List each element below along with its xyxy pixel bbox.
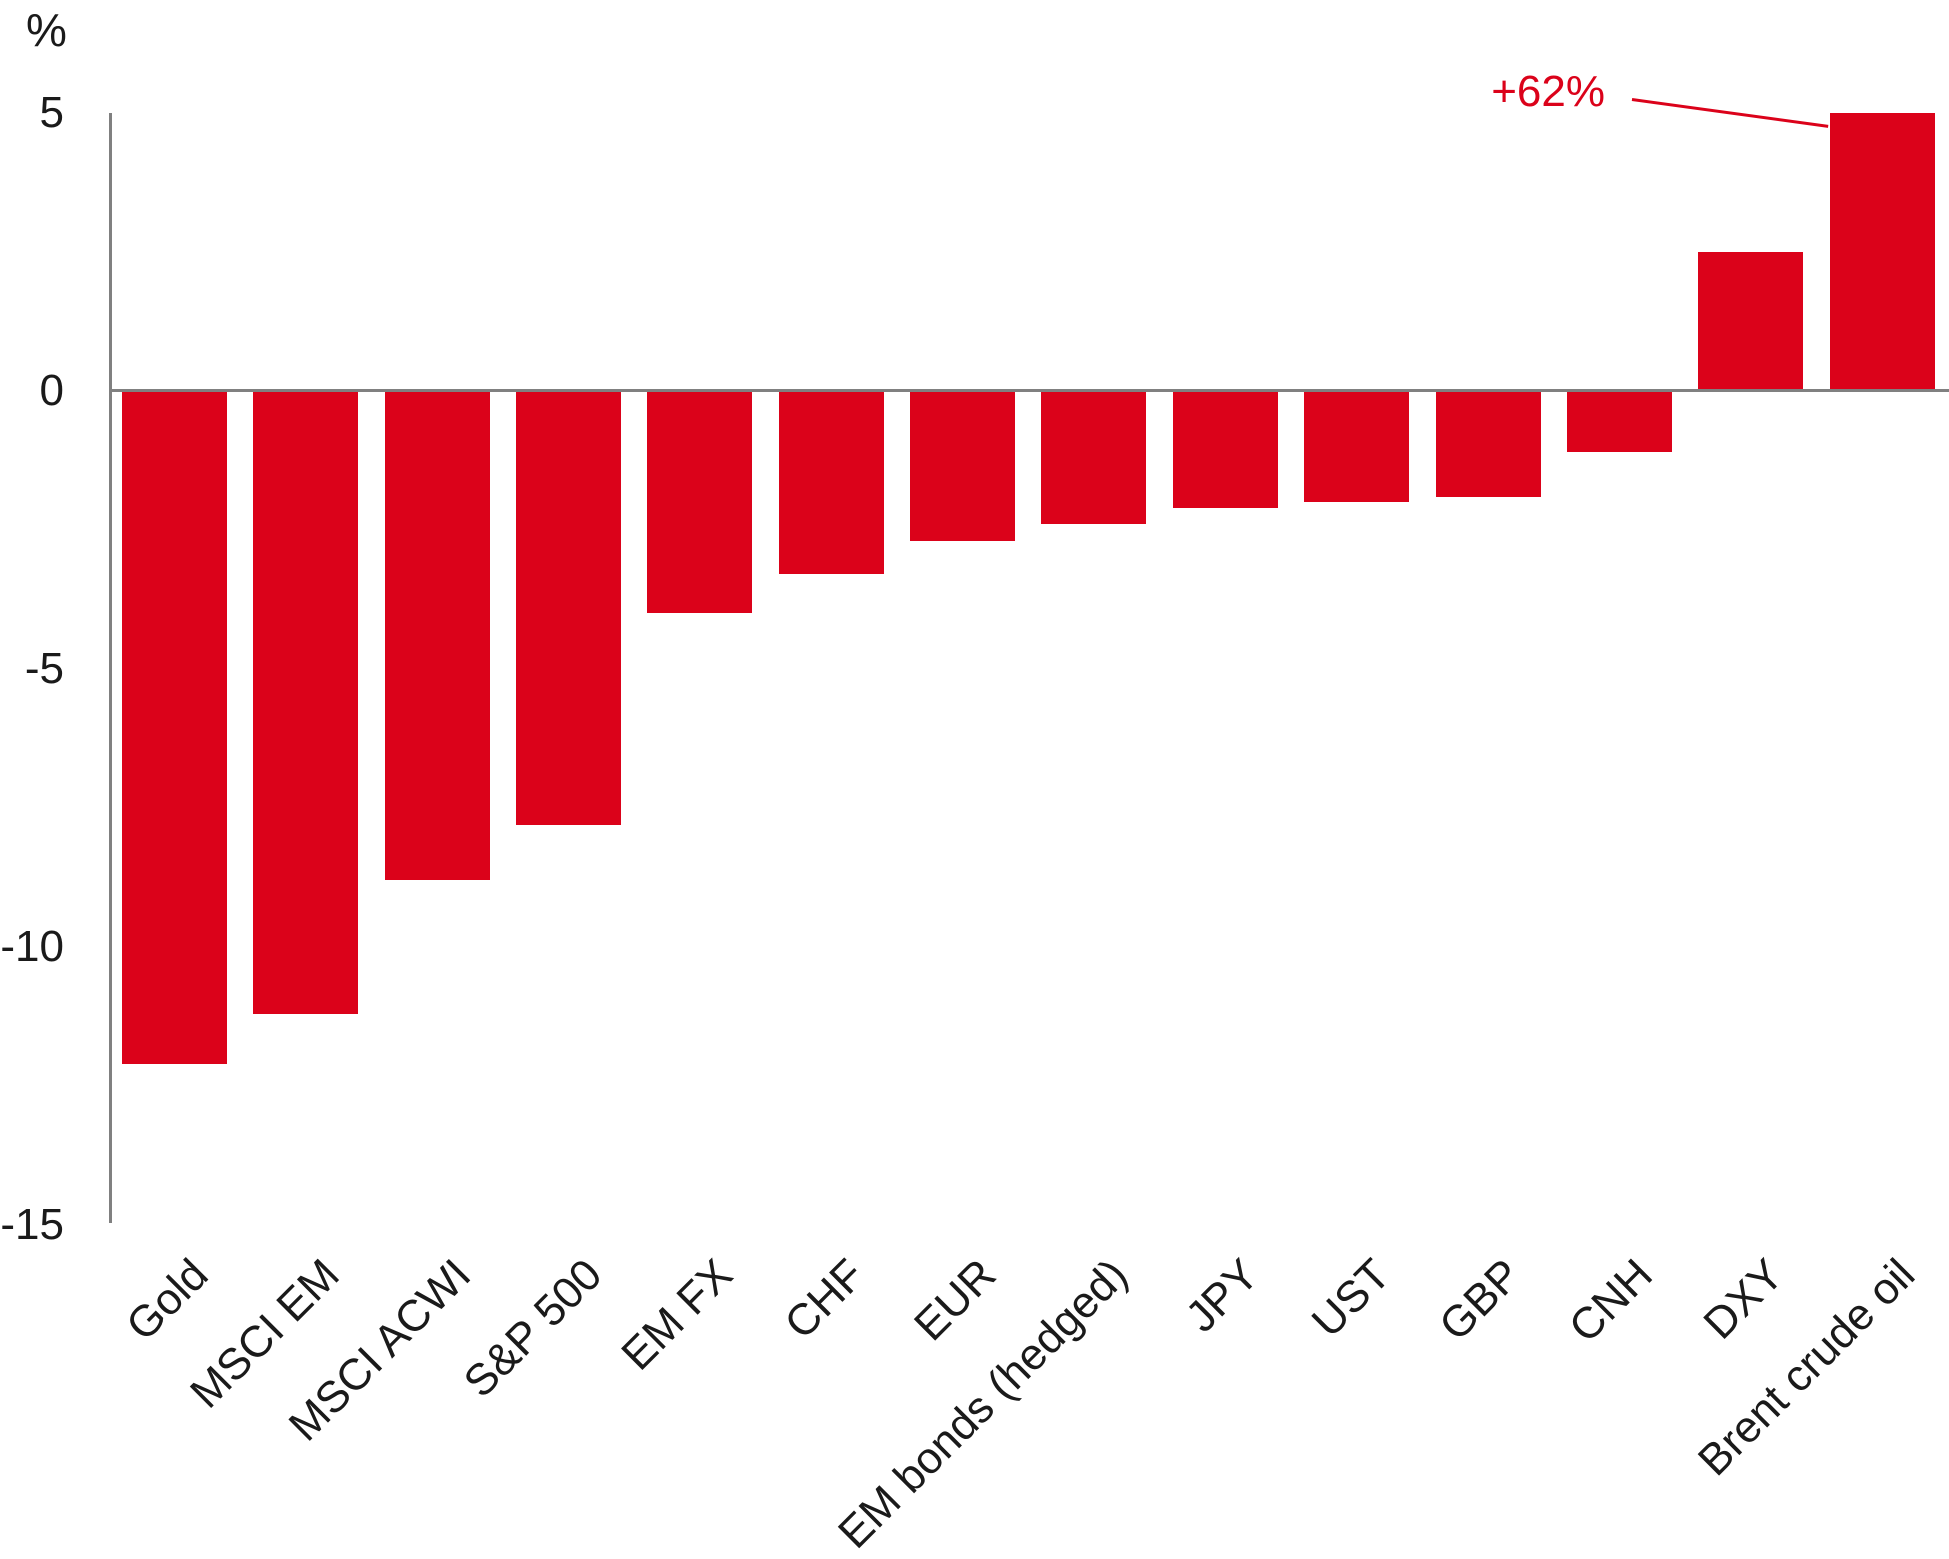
y-tick-label--5: -5 bbox=[24, 644, 64, 693]
bar-msci-acwi bbox=[384, 391, 490, 881]
y-tick-label-0: 0 bbox=[39, 366, 64, 415]
bar-brent-crude-oil bbox=[1829, 113, 1935, 391]
bar-eur bbox=[910, 391, 1016, 542]
y-axis-unit-label: % bbox=[26, 4, 67, 56]
x-label-chf: CHF bbox=[775, 1249, 874, 1349]
bar-cnh bbox=[1566, 391, 1672, 453]
annotation-leader-line bbox=[1631, 98, 1829, 128]
clipped-bar-value-annotation: +62% bbox=[1491, 67, 1605, 116]
bar-jpy bbox=[1172, 391, 1278, 508]
y-tick-label--15: -15 bbox=[0, 1200, 64, 1249]
x-label-jpy: JPY bbox=[1176, 1249, 1268, 1342]
bar-msci-em bbox=[253, 391, 359, 1014]
x-label-gold: Gold bbox=[116, 1249, 218, 1351]
x-label-gbp: GBP bbox=[1430, 1249, 1531, 1351]
bar-chf bbox=[778, 391, 884, 575]
x-label-s-p-500: S&P 500 bbox=[454, 1249, 612, 1407]
zero-baseline bbox=[109, 389, 1949, 392]
x-label-cnh: CNH bbox=[1559, 1249, 1662, 1352]
x-label-em-fx: EM FX bbox=[612, 1249, 743, 1380]
x-label-dxy: DXY bbox=[1694, 1249, 1794, 1349]
x-label-eur: EUR bbox=[904, 1249, 1006, 1351]
bar-ust bbox=[1304, 391, 1410, 503]
bar-s-p-500 bbox=[516, 391, 622, 825]
bar-gbp bbox=[1435, 391, 1541, 497]
bar-em-bonds-hedged bbox=[1041, 391, 1147, 525]
y-tick-label--10: -10 bbox=[0, 922, 64, 971]
bar-gold bbox=[122, 391, 227, 1064]
y-axis-line bbox=[109, 113, 112, 1223]
x-label-ust: UST bbox=[1302, 1249, 1400, 1347]
bar-em-fx bbox=[647, 391, 753, 614]
bar-dxy bbox=[1698, 252, 1804, 391]
y-tick-label-5: 5 bbox=[39, 88, 64, 137]
